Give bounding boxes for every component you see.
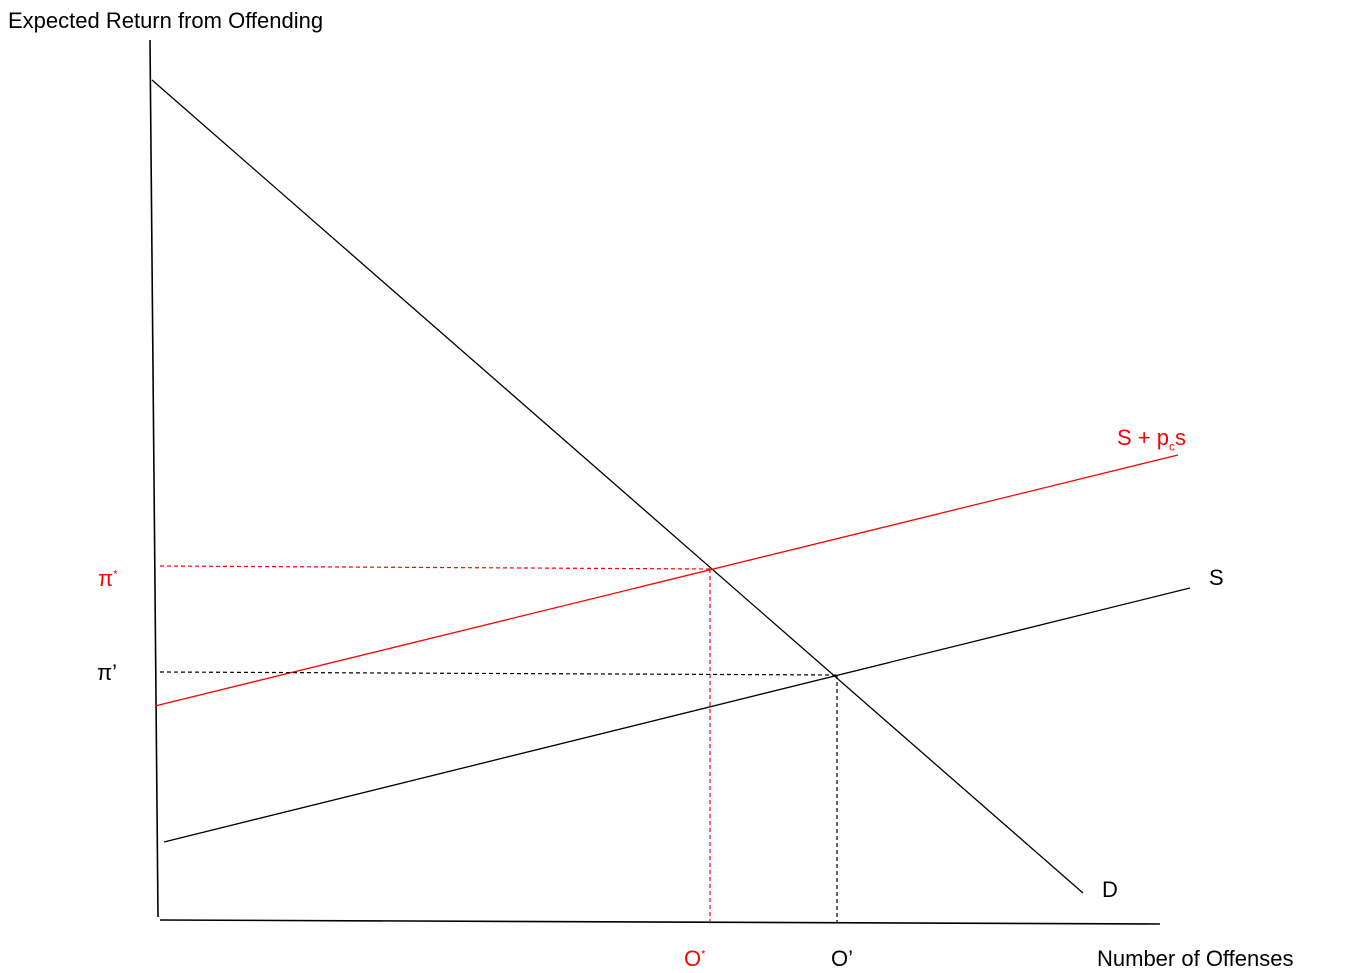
o-star-base: O: [684, 946, 702, 971]
y-axis-label: Expected Return from Offending: [8, 8, 324, 33]
x-axis-label: Number of Offenses: [1097, 946, 1294, 971]
x-axis: [159, 919, 1161, 925]
pi-star-label: π*: [98, 566, 117, 592]
demand-curve: [151, 79, 1084, 894]
pi-prime-label: π’: [97, 660, 118, 685]
supply-shifted-subscript: c: [1168, 439, 1175, 454]
supply-shifted-curve: [154, 454, 1179, 707]
o-star-sup: *: [701, 948, 706, 961]
demand-label: D: [1102, 877, 1118, 902]
y-axis: [149, 39, 159, 918]
supply-shifted-tail: s: [1174, 425, 1186, 450]
supply-shifted-base: S + p: [1117, 425, 1169, 450]
o-star-label: O*: [684, 946, 705, 972]
o-prime-label: O’: [831, 946, 853, 971]
supply-shifted-label: S + pcs: [1117, 425, 1186, 454]
pi-star-guide: [159, 565, 711, 570]
pi-star-base: π: [98, 566, 114, 591]
pi-prime-guide: [159, 671, 838, 676]
supply-label: S: [1209, 565, 1224, 590]
pi-star-sup: *: [113, 568, 118, 581]
supply-curve: [163, 587, 1191, 843]
